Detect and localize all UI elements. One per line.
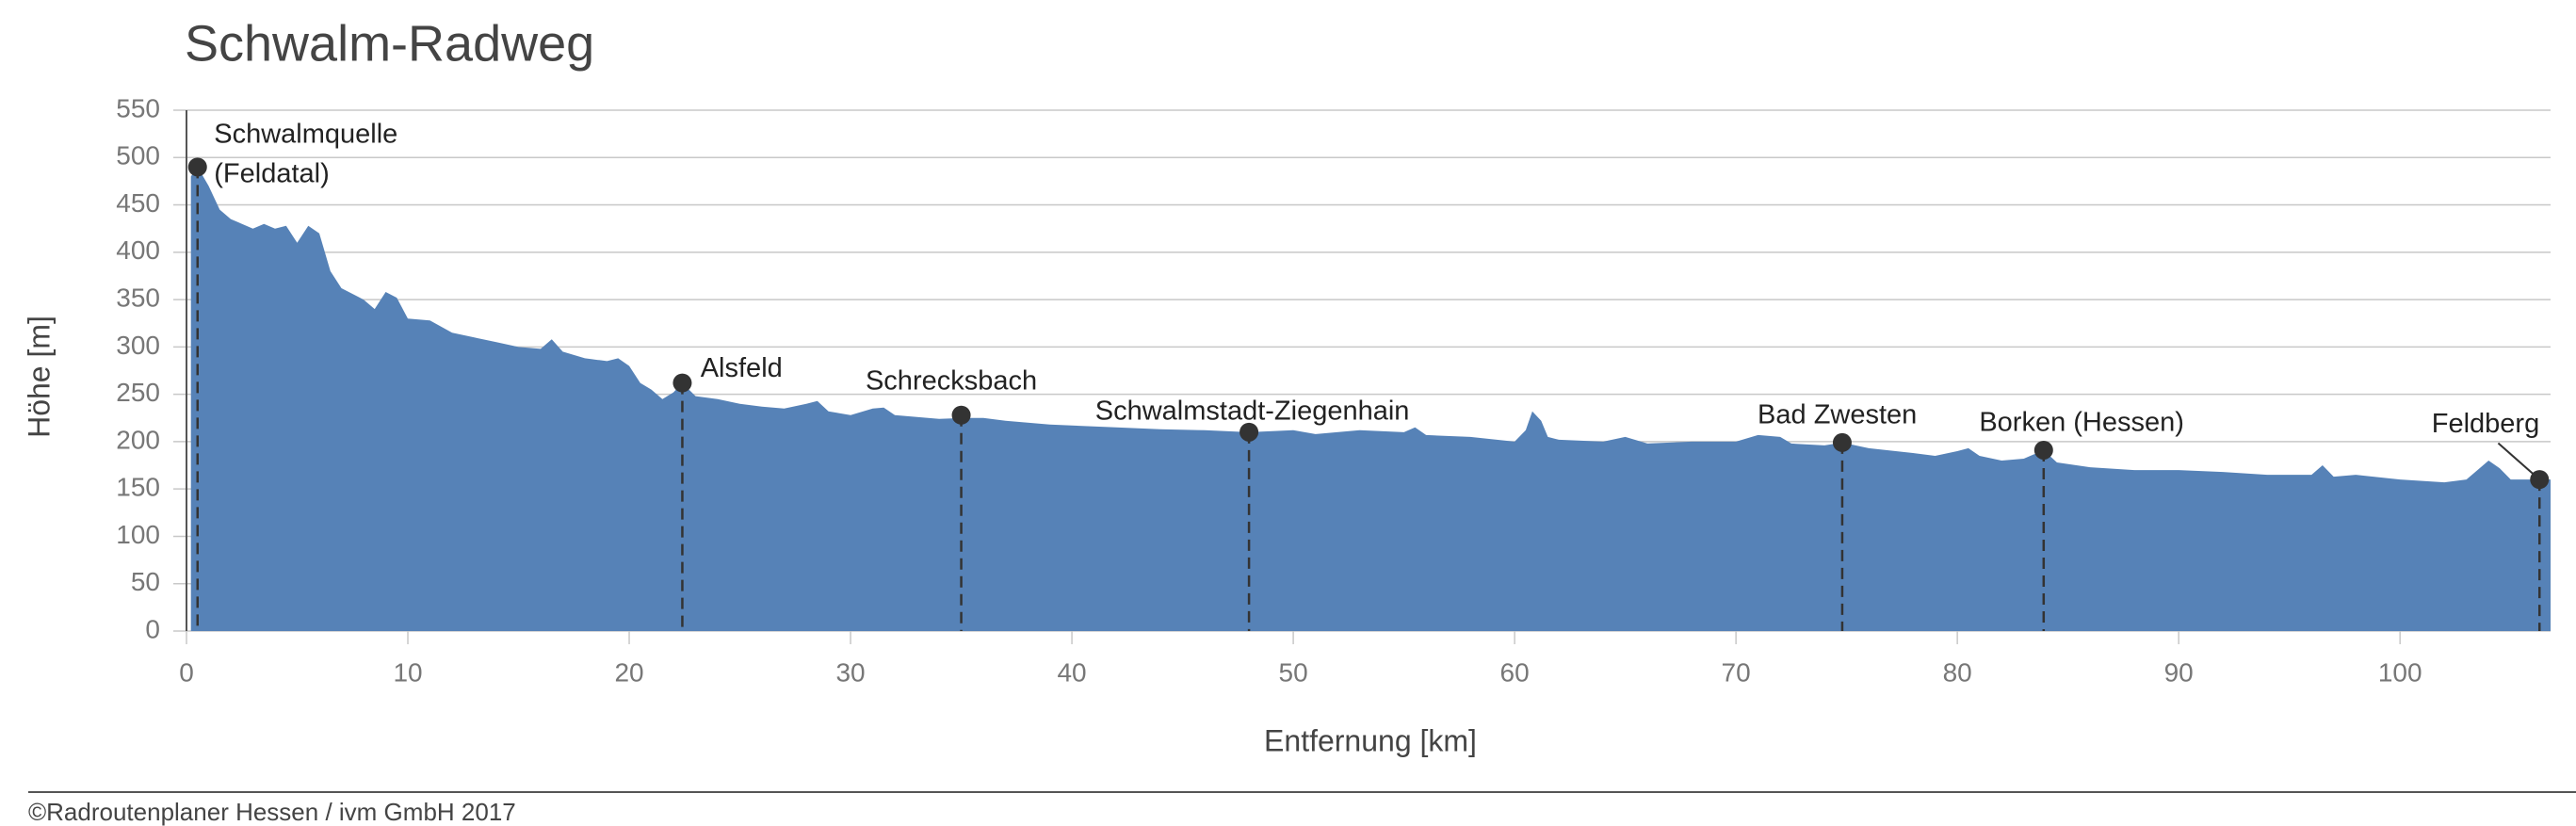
y-tick-label: 250 bbox=[116, 378, 160, 407]
y-tick-label: 100 bbox=[116, 520, 160, 549]
y-tick-label: 300 bbox=[116, 331, 160, 360]
x-tick-label: 90 bbox=[2164, 657, 2194, 687]
chart-title: Schwalm-Radweg bbox=[185, 15, 594, 72]
station-label: (Feldatal) bbox=[214, 159, 330, 189]
x-tick-label: 60 bbox=[1500, 657, 1530, 687]
station-point bbox=[672, 373, 692, 393]
x-tick-label: 100 bbox=[2378, 657, 2422, 687]
y-tick-label: 150 bbox=[116, 473, 160, 502]
y-tick-label: 500 bbox=[116, 141, 160, 170]
station-point bbox=[1832, 432, 1852, 452]
x-tick-label: 70 bbox=[1722, 657, 1751, 687]
station-point bbox=[1239, 422, 1259, 442]
y-tick-label: 400 bbox=[116, 235, 160, 265]
y-axis-label: Höhe [m] bbox=[22, 316, 56, 438]
x-axis-label: Entfernung [km] bbox=[1264, 723, 1477, 757]
y-tick-label: 50 bbox=[131, 567, 160, 596]
x-tick-label: 80 bbox=[1943, 657, 1972, 687]
y-tick-label: 200 bbox=[116, 425, 160, 454]
station-point bbox=[951, 405, 971, 425]
station-label: Feldberg bbox=[2432, 409, 2539, 439]
y-tick-label: 0 bbox=[145, 614, 160, 643]
x-tick-label: 40 bbox=[1057, 657, 1086, 687]
x-tick-label: 10 bbox=[393, 657, 422, 687]
station-point bbox=[187, 157, 207, 177]
x-tick-label: 50 bbox=[1279, 657, 1308, 687]
station-label: Borken (Hessen) bbox=[1979, 408, 2184, 438]
y-tick-label: 450 bbox=[116, 188, 160, 218]
station-label: Schrecksbach bbox=[866, 365, 1037, 396]
y-tick-label: 350 bbox=[116, 283, 160, 312]
station-point bbox=[2530, 470, 2550, 490]
station-label: Schwalmstadt-Ziegenhain bbox=[1095, 396, 1410, 426]
footer: ©Radroutenplaner Hessen / ivm GmbH 2017 bbox=[28, 798, 516, 826]
station-label: Bad Zwesten bbox=[1758, 400, 1917, 430]
x-tick-label: 20 bbox=[614, 657, 643, 687]
y-tick-label: 550 bbox=[116, 93, 160, 122]
x-tick-label: 30 bbox=[835, 657, 865, 687]
station-label: Alsfeld bbox=[701, 353, 783, 383]
elevation-area bbox=[190, 167, 2552, 632]
station-point bbox=[2033, 440, 2053, 460]
x-tick-label: 0 bbox=[179, 657, 194, 687]
station-label: Schwalmquelle bbox=[214, 120, 397, 150]
